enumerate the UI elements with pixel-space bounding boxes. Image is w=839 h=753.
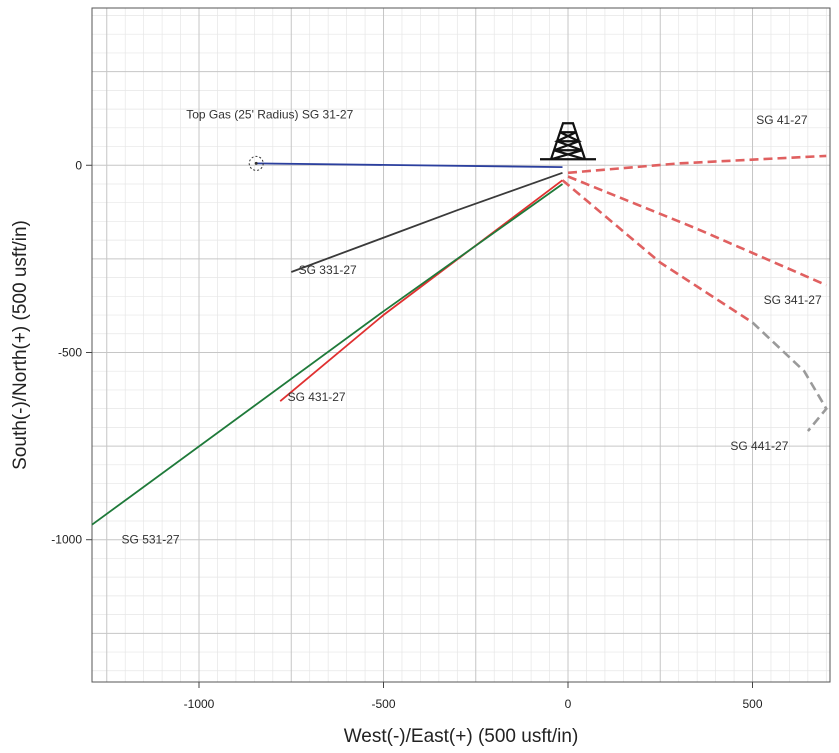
x-axis-ticks: -1000 -500 0 500 <box>184 682 763 711</box>
x-tick-label: 500 <box>742 697 762 711</box>
target-circle <box>248 155 264 171</box>
y-axis-label: South(-)/North(+) (500 usft/in) <box>10 220 31 470</box>
series-label: SG 41-27 <box>756 113 808 127</box>
series-layer <box>91 154 828 526</box>
drilling-rig-icon <box>540 122 597 161</box>
series-line-sg-431-27 <box>279 179 564 402</box>
series-label: SG 531-27 <box>122 532 180 546</box>
minor-grid <box>92 8 830 682</box>
series-line-sg-441-27-ext <box>751 321 828 432</box>
derrick-shape <box>540 122 597 161</box>
y-tick-label: -1000 <box>51 533 82 547</box>
target-center <box>254 161 258 165</box>
plot-frame <box>91 7 831 683</box>
x-tick-label: -1000 <box>184 697 215 711</box>
series-line-sg-531-27 <box>91 183 564 526</box>
series-line-sg-31-27 <box>256 162 563 168</box>
y-tick-label: 0 <box>75 158 82 172</box>
x-tick-label: 0 <box>565 697 572 711</box>
series-line-sg-331-27 <box>290 171 563 273</box>
series-label: SG 441-27 <box>730 439 788 453</box>
series-labels: SG 41-27 SG 331-27 SG 341-27 SG 431-27 SG 44… <box>122 113 822 546</box>
series-label: SG 331-27 <box>299 263 357 277</box>
target-circle-icon <box>248 155 264 171</box>
series-label: SG 431-27 <box>288 390 346 404</box>
y-tick-label: -500 <box>58 345 82 359</box>
series-line-sg-341-27 <box>567 175 827 287</box>
y-axis-ticks: 0 -500 -1000 <box>51 158 92 547</box>
x-axis-label: West(-)/East(+) (500 usft/in) <box>344 726 579 747</box>
series-line-sg-441-27 <box>561 179 754 324</box>
x-tick-label: -500 <box>371 697 395 711</box>
target-label: Top Gas (25' Radius) SG 31-27 <box>186 107 353 121</box>
series-label: SG 341-27 <box>764 293 822 307</box>
